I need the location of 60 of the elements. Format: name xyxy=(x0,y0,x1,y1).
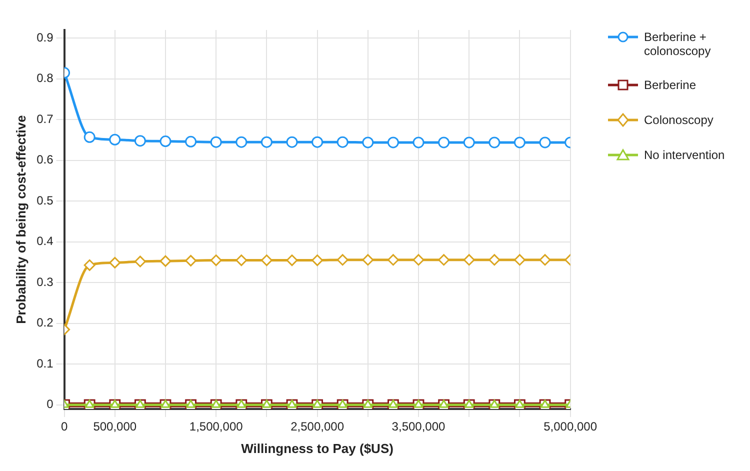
legend-label: Colonoscopy xyxy=(644,113,714,127)
y-tick-label: 0 xyxy=(46,397,54,412)
point xyxy=(463,136,475,148)
point xyxy=(438,254,450,266)
y-tick-label: 0.2 xyxy=(36,316,54,330)
point xyxy=(160,255,172,267)
point xyxy=(438,136,450,148)
y-tick-label: 0.7 xyxy=(36,112,54,126)
x-axis-title: Willingness to Pay ($US) xyxy=(241,440,394,456)
y-tick-label: 0.1 xyxy=(36,356,54,370)
x-tick-label: 500,000 xyxy=(93,420,137,434)
point xyxy=(286,136,298,148)
point xyxy=(210,254,222,266)
y-tick-label: 0.9 xyxy=(36,30,54,44)
y-tick-label: 0.6 xyxy=(36,152,54,167)
point xyxy=(362,254,374,266)
y-axis-title: Probability of being cost-effective xyxy=(13,115,28,324)
point xyxy=(134,256,146,268)
point xyxy=(488,136,500,148)
point xyxy=(312,136,324,148)
point xyxy=(109,256,121,268)
point xyxy=(336,136,348,148)
point xyxy=(387,254,399,266)
x-tick-label: 3,500,000 xyxy=(392,420,446,434)
point xyxy=(387,136,399,148)
point xyxy=(336,254,348,266)
point xyxy=(412,254,424,266)
point xyxy=(84,131,96,143)
point xyxy=(260,254,272,266)
point xyxy=(236,136,248,148)
point xyxy=(236,254,248,266)
x-tick-label: 1,500,000 xyxy=(189,420,244,434)
point xyxy=(362,136,374,148)
point xyxy=(488,254,500,266)
point xyxy=(134,135,146,147)
x-tick-label: 0 xyxy=(60,420,68,434)
point xyxy=(312,254,324,266)
legend-label: Berberine + colonoscopy xyxy=(644,30,712,58)
point xyxy=(412,136,424,148)
y-tick-label: 0.4 xyxy=(36,234,54,248)
point xyxy=(539,136,551,148)
point xyxy=(260,136,272,148)
point xyxy=(109,134,121,146)
point xyxy=(463,254,475,266)
y-tick-label: 0.3 xyxy=(36,274,54,289)
legend-label: Berberine xyxy=(644,78,696,92)
point xyxy=(210,136,222,148)
point xyxy=(84,259,96,271)
point xyxy=(514,254,526,266)
point xyxy=(286,254,298,266)
legend-label: No intervention xyxy=(644,148,725,162)
point xyxy=(185,254,197,266)
y-tick-label: 0.5 xyxy=(36,193,54,208)
point xyxy=(514,136,526,148)
point xyxy=(185,136,197,148)
point xyxy=(539,254,551,266)
x-tick-label: 2,500,000 xyxy=(290,420,344,434)
x-tick-label: 5,000,000 xyxy=(544,420,598,434)
y-tick-label: 0.8 xyxy=(36,71,54,86)
point xyxy=(160,136,172,148)
